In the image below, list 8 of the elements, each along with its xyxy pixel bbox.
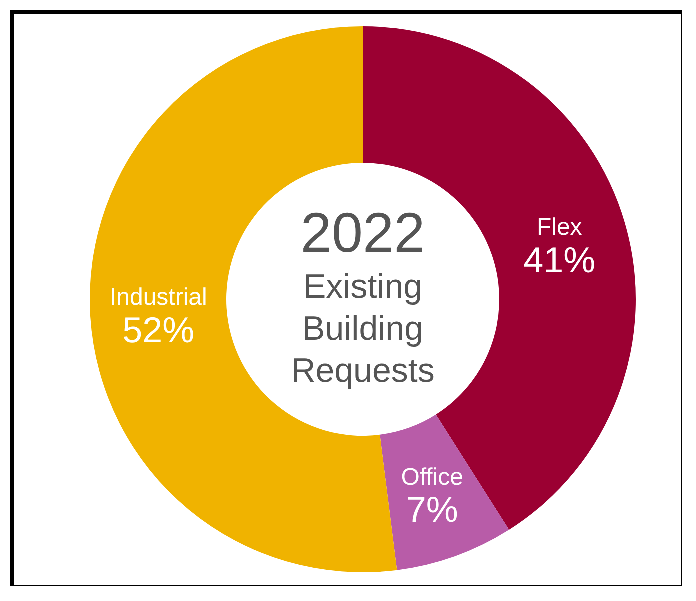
data-label: 7% <box>406 489 458 530</box>
data-label: 41% <box>524 239 596 280</box>
text: Existing Building Requests <box>291 268 435 390</box>
data-label: 52% <box>122 309 195 350</box>
slice-label: Office <box>401 464 464 491</box>
text: 2022 <box>300 200 426 264</box>
slice-label: Flex <box>536 214 582 241</box>
slice-label: Industrial <box>110 284 208 311</box>
